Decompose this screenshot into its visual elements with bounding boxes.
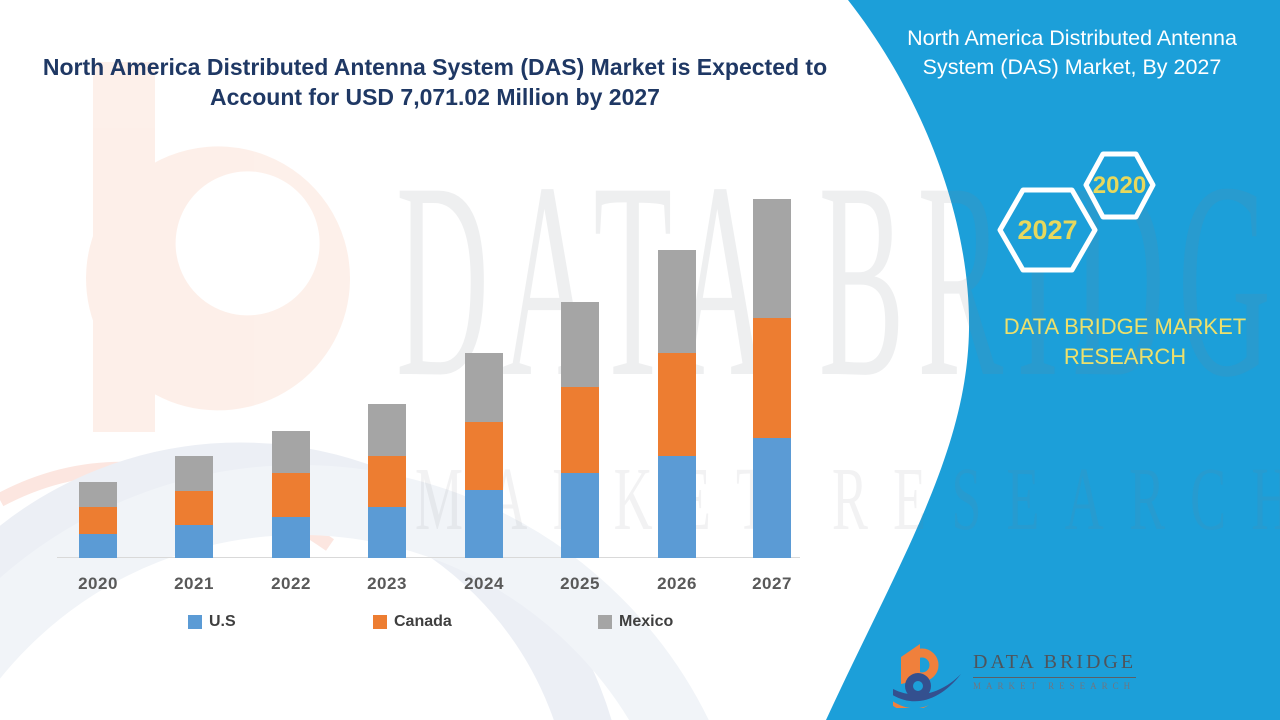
bar-2027-mexico — [753, 199, 791, 318]
bar-2025-mexico — [561, 302, 599, 388]
logo-wordmark: DATA BRIDGE MARKET RESEARCH — [973, 651, 1137, 691]
x-axis-label-2024: 2024 — [464, 574, 504, 593]
logo-name-text: DATA BRIDGE — [973, 651, 1137, 673]
bar-2023-us — [368, 507, 406, 558]
hexagon-2027 — [997, 187, 1098, 273]
hexagon-badges: 2027 2020 — [997, 151, 1156, 273]
bar-2024-us — [465, 490, 503, 558]
brand-text-line1: DATA BRIDGE MARKET — [1003, 314, 1247, 339]
hexagon-2020 — [1083, 151, 1156, 220]
bar-2025-canada — [561, 387, 599, 474]
x-axis-label-2025: 2025 — [560, 574, 600, 593]
bar-2021-mexico — [175, 456, 213, 491]
x-axis-label-2026: 2026 — [657, 574, 697, 593]
bar-2020-mexico — [79, 482, 117, 508]
legend-item-mexico: Mexico — [598, 613, 673, 631]
bar-2020-canada — [79, 507, 117, 534]
bar-2021-canada — [175, 490, 213, 525]
logo-subtitle-text: MARKET RESEARCH — [973, 681, 1136, 691]
bar-2022-us — [272, 516, 310, 558]
bar-2022-canada — [272, 473, 310, 517]
side-panel-shape — [826, 0, 1280, 720]
legend-item-us: U.S — [188, 613, 236, 631]
x-axis-label-2027: 2027 — [752, 574, 792, 593]
main-title: North America Distributed Antenna System… — [30, 52, 840, 112]
bar-2027-us — [753, 437, 791, 558]
data-bridge-logo-icon — [893, 644, 961, 708]
legend-label-mexico: Mexico — [619, 613, 674, 630]
x-axis-label-2023: 2023 — [367, 574, 407, 593]
side-panel-title-line2: System (DAS) Market, By 2027 — [922, 55, 1222, 79]
x-axis-label-2021: 2021 — [174, 574, 214, 593]
legend-label-canada: Canada — [394, 613, 452, 630]
bar-2025-us — [561, 473, 599, 558]
legend-swatch-canada — [373, 615, 387, 629]
bar-2026-us — [658, 456, 696, 558]
bar-2021-us — [175, 524, 213, 558]
legend-label-us: U.S — [209, 613, 236, 630]
logo-divider — [973, 677, 1137, 678]
hexagon-2027-label: 2027 — [1017, 215, 1077, 245]
bar-2026-mexico — [658, 250, 696, 354]
brand-text-line2: RESEARCH — [1063, 344, 1187, 369]
company-logo: DATA BRIDGE MARKET RESEARCH — [893, 634, 1137, 708]
chart-legend: U.S Canada Mexico — [0, 613, 860, 637]
side-panel-title-line1: North America Distributed Antenna — [907, 26, 1237, 50]
bar-2022-mexico — [272, 430, 310, 474]
legend-item-canada: Canada — [373, 613, 452, 631]
bar-2027-canada — [753, 317, 791, 438]
side-panel-title: North America Distributed Antenna System… — [872, 24, 1272, 82]
bar-2024-canada — [465, 421, 503, 490]
bar-2020-us — [79, 533, 117, 558]
bar-2023-mexico — [368, 404, 406, 457]
bar-2023-canada — [368, 456, 406, 508]
bar-2024-mexico — [465, 352, 503, 422]
legend-swatch-mexico — [598, 615, 612, 629]
main-title-line2: Account for USD 7,071.02 Million by 2027 — [210, 84, 660, 110]
brand-text: DATA BRIDGE MARKET RESEARCH — [977, 312, 1273, 372]
main-title-line1: North America Distributed Antenna System… — [42, 54, 828, 80]
hexagon-2020-label: 2020 — [1093, 172, 1146, 199]
x-axis-label-2020: 2020 — [78, 574, 118, 593]
x-axis-label-2022: 2022 — [271, 574, 311, 593]
bar-2026-canada — [658, 353, 696, 457]
legend-swatch-us — [188, 615, 202, 629]
